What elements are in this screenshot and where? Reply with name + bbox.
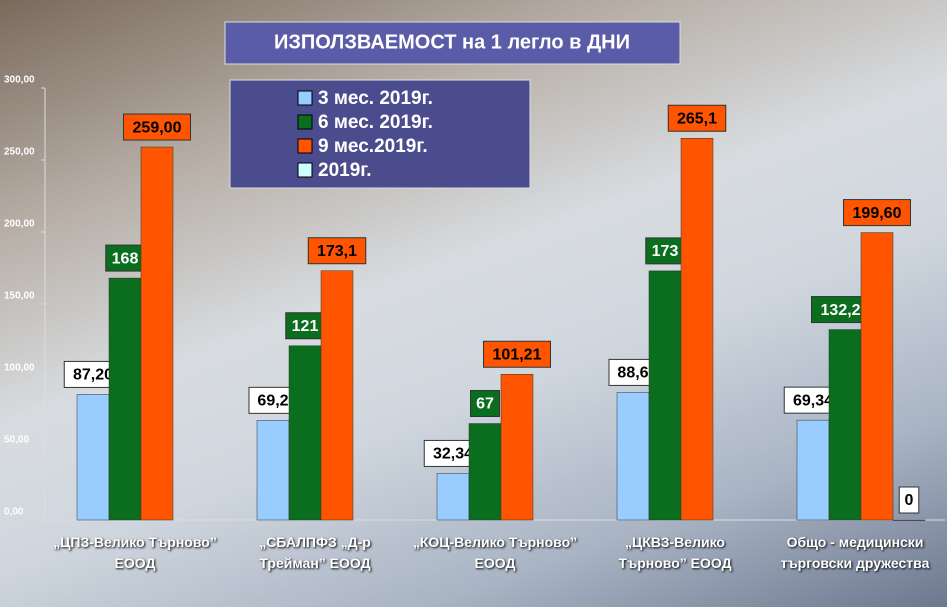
bar <box>860 232 894 521</box>
value-label-box <box>483 340 551 368</box>
bar <box>892 519 926 521</box>
x-tick-label: „ЦКВЗ-Велико Търново” ЕООД <box>618 534 732 571</box>
value-label-box <box>470 390 500 418</box>
value-label: 69,2 <box>257 393 288 410</box>
legend-box <box>229 79 531 189</box>
value-label: 101,21 <box>493 346 542 363</box>
y-tick-label: 0,00 <box>4 507 24 518</box>
value-label: 87,20 <box>73 367 113 384</box>
x-tick-label: „КОЦ-Велико Търново” ЕООД <box>412 534 578 571</box>
x-tick-label: „ЦПЗ-Велико Търново” ЕООД <box>53 534 217 571</box>
value-label-box <box>307 237 367 265</box>
bar <box>680 138 714 521</box>
value-label-box <box>123 113 191 141</box>
x-tick-label: „СБАЛПФЗ „Д-р Трейман” ЕООД <box>259 534 371 571</box>
value-label: 199,60 <box>853 205 902 222</box>
value-label: 88,6 <box>617 365 648 382</box>
value-label: 265,1 <box>677 110 717 127</box>
legend-swatch <box>297 90 313 106</box>
chart-title: ИЗПОЛЗВАЕМОСТ на 1 легло в ДНИ <box>274 31 630 53</box>
y-tick-label: 250,00 <box>4 147 35 158</box>
value-label-box <box>898 486 920 514</box>
bar <box>648 270 682 521</box>
title-box <box>224 21 681 65</box>
bar <box>108 277 142 521</box>
bar <box>76 394 110 521</box>
value-label: 67 <box>476 396 494 413</box>
legend-swatch <box>297 162 313 178</box>
value-label: 32,34 <box>433 446 473 463</box>
legend-label: 2019г. <box>318 160 372 181</box>
value-label: 259,00 <box>133 119 182 136</box>
value-label: 173 <box>652 243 679 260</box>
value-label: 132,25 <box>821 302 870 319</box>
y-tick-label: 300,00 <box>4 75 35 86</box>
legend-label: 6 мес. 2019г. <box>318 112 433 133</box>
y-tick-label: 200,00 <box>4 219 35 230</box>
bar <box>288 345 322 521</box>
value-label: 69,34 <box>793 392 833 409</box>
value-label: 168 <box>112 250 139 267</box>
legend-label: 3 мес. 2019г. <box>318 88 433 109</box>
bar <box>320 270 354 521</box>
legend-swatch <box>297 114 313 130</box>
bar <box>468 423 502 521</box>
y-tick-label: 50,00 <box>4 435 29 446</box>
value-label: 121 <box>292 318 319 335</box>
y-tick-label: 150,00 <box>4 291 35 302</box>
legend-swatch <box>297 138 313 154</box>
bar <box>796 419 830 521</box>
bar <box>828 329 862 521</box>
value-label-box <box>645 237 685 265</box>
value-label: 0 <box>905 492 914 509</box>
value-label-box <box>667 104 727 132</box>
x-tick-label: Общо - медицински търговски дружества <box>780 534 930 571</box>
bar <box>500 374 534 521</box>
legend-label: 9 мес.2019г. <box>318 136 428 157</box>
value-label: 173,1 <box>317 243 357 260</box>
bar <box>140 146 174 521</box>
value-label-box <box>105 244 145 272</box>
bar <box>616 392 650 521</box>
value-label-box <box>843 199 911 227</box>
bar <box>436 473 470 521</box>
bar <box>256 420 290 521</box>
y-tick-label: 100,00 <box>4 363 35 374</box>
